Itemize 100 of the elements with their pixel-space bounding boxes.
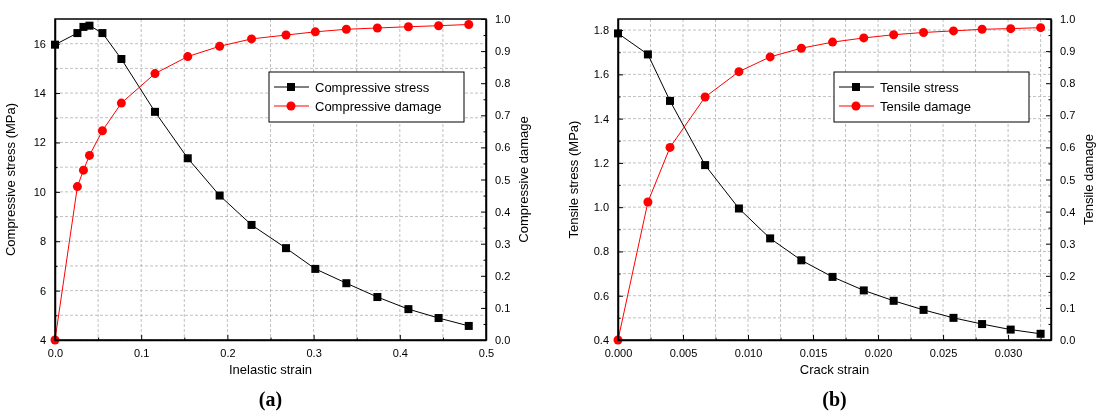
point bbox=[977, 24, 987, 34]
point bbox=[404, 305, 413, 314]
point bbox=[310, 27, 320, 37]
point bbox=[665, 142, 675, 152]
legend-label: Compressive damage bbox=[315, 99, 442, 114]
point bbox=[949, 313, 958, 322]
y-tick-label: 1.8 bbox=[593, 24, 609, 37]
y-tick-label: 14 bbox=[33, 87, 46, 100]
point bbox=[150, 107, 159, 116]
point bbox=[1006, 325, 1015, 334]
point bbox=[84, 150, 94, 160]
point bbox=[403, 22, 413, 32]
point bbox=[666, 96, 675, 105]
x-tick-label: 0.025 bbox=[929, 346, 958, 359]
point bbox=[72, 182, 82, 192]
y2-tick-label: 0.9 bbox=[495, 45, 511, 58]
point bbox=[889, 296, 898, 305]
x-tick-label: 0.015 bbox=[799, 346, 828, 359]
y2-tick-label: 0.4 bbox=[1060, 205, 1076, 218]
y-axis-title: Tensile stress (MPa) bbox=[566, 120, 581, 239]
point bbox=[464, 321, 473, 330]
x-tick-label: 0.5 bbox=[478, 346, 495, 359]
x-tick-label: 0.2 bbox=[220, 346, 236, 359]
x-tick-label: 0.4 bbox=[392, 346, 408, 359]
y2-tick-label: 0.6 bbox=[1060, 141, 1076, 154]
y-tick-label: 1.2 bbox=[593, 156, 609, 169]
point bbox=[859, 286, 868, 295]
legend-label: Compressive stress bbox=[315, 80, 430, 95]
y-axis-title: Compressive stress (MPa) bbox=[3, 102, 18, 257]
text: (b) bbox=[822, 388, 847, 411]
point bbox=[1036, 329, 1045, 338]
point bbox=[978, 320, 987, 329]
point bbox=[948, 26, 958, 36]
text: (a) bbox=[258, 388, 283, 411]
point bbox=[98, 29, 107, 38]
y2-tick-label: 0.1 bbox=[495, 301, 511, 314]
point bbox=[85, 21, 94, 30]
y2-tick-label: 1.0 bbox=[495, 13, 511, 26]
x-tick-label: 0.0 bbox=[47, 346, 64, 359]
y-tick-label: 10 bbox=[33, 185, 46, 198]
x-tick-label: 0.020 bbox=[864, 346, 893, 359]
point bbox=[117, 55, 126, 63]
point bbox=[116, 98, 126, 108]
y2-tick-label: 0.0 bbox=[495, 334, 511, 347]
x-axis-title: Crack strain bbox=[799, 362, 870, 377]
y-tick-label: 0.8 bbox=[593, 245, 609, 258]
point bbox=[700, 92, 710, 102]
x-tick-label: 0.1 bbox=[134, 346, 150, 359]
legend-label: Tensile damage bbox=[880, 99, 972, 114]
point bbox=[341, 24, 351, 34]
x-tick-label: 0.3 bbox=[306, 346, 322, 359]
point bbox=[342, 279, 351, 288]
point bbox=[78, 165, 88, 175]
point bbox=[215, 41, 225, 51]
y2-tick-label: 0.2 bbox=[495, 269, 511, 282]
y2-tick-label: 0.1 bbox=[1060, 301, 1076, 314]
point bbox=[797, 256, 806, 265]
y-tick-label: 0.4 bbox=[593, 334, 609, 347]
y2-tick-label: 0.9 bbox=[1060, 45, 1076, 58]
y2-tick-label: 0.7 bbox=[495, 109, 511, 122]
point bbox=[247, 34, 257, 44]
point bbox=[828, 272, 837, 281]
y-tick-label: 1.6 bbox=[593, 68, 609, 81]
y-tick-label: 12 bbox=[33, 136, 46, 149]
x-tick-label: 0.010 bbox=[734, 346, 763, 359]
point bbox=[796, 43, 806, 53]
point bbox=[73, 29, 82, 38]
legend-label: Tensile stress bbox=[880, 80, 960, 95]
y2-tick-label: 0.2 bbox=[1060, 269, 1076, 282]
point bbox=[150, 69, 160, 79]
point bbox=[97, 126, 107, 136]
point bbox=[643, 50, 652, 59]
y2-tick-label: 1.0 bbox=[1060, 13, 1076, 26]
point bbox=[828, 37, 838, 47]
point bbox=[734, 204, 743, 213]
point bbox=[183, 52, 193, 62]
point bbox=[373, 293, 382, 302]
y2-tick-label: 0.0 bbox=[1060, 334, 1076, 347]
point bbox=[919, 305, 928, 314]
y2-tick-label: 0.3 bbox=[1060, 237, 1076, 250]
y-tick-label: 8 bbox=[39, 235, 46, 248]
point bbox=[1036, 23, 1046, 33]
y-tick-label: 0.6 bbox=[593, 289, 609, 302]
point bbox=[434, 314, 443, 323]
point bbox=[859, 33, 869, 43]
point bbox=[372, 23, 382, 33]
point bbox=[311, 264, 320, 273]
y2-tick-label: 0.4 bbox=[495, 205, 511, 218]
y-tick-label: 6 bbox=[39, 284, 46, 297]
point bbox=[247, 220, 256, 229]
y2-tick-label: 0.8 bbox=[495, 77, 511, 90]
y2-tick-label: 0.6 bbox=[495, 141, 511, 154]
y2-axis-title: Compressive damage bbox=[516, 116, 531, 243]
point bbox=[643, 197, 653, 207]
point bbox=[919, 27, 929, 37]
point bbox=[766, 234, 775, 243]
point bbox=[734, 67, 744, 77]
point bbox=[889, 30, 899, 40]
x-tick-label: 0.000 bbox=[604, 346, 633, 359]
point bbox=[765, 52, 775, 62]
